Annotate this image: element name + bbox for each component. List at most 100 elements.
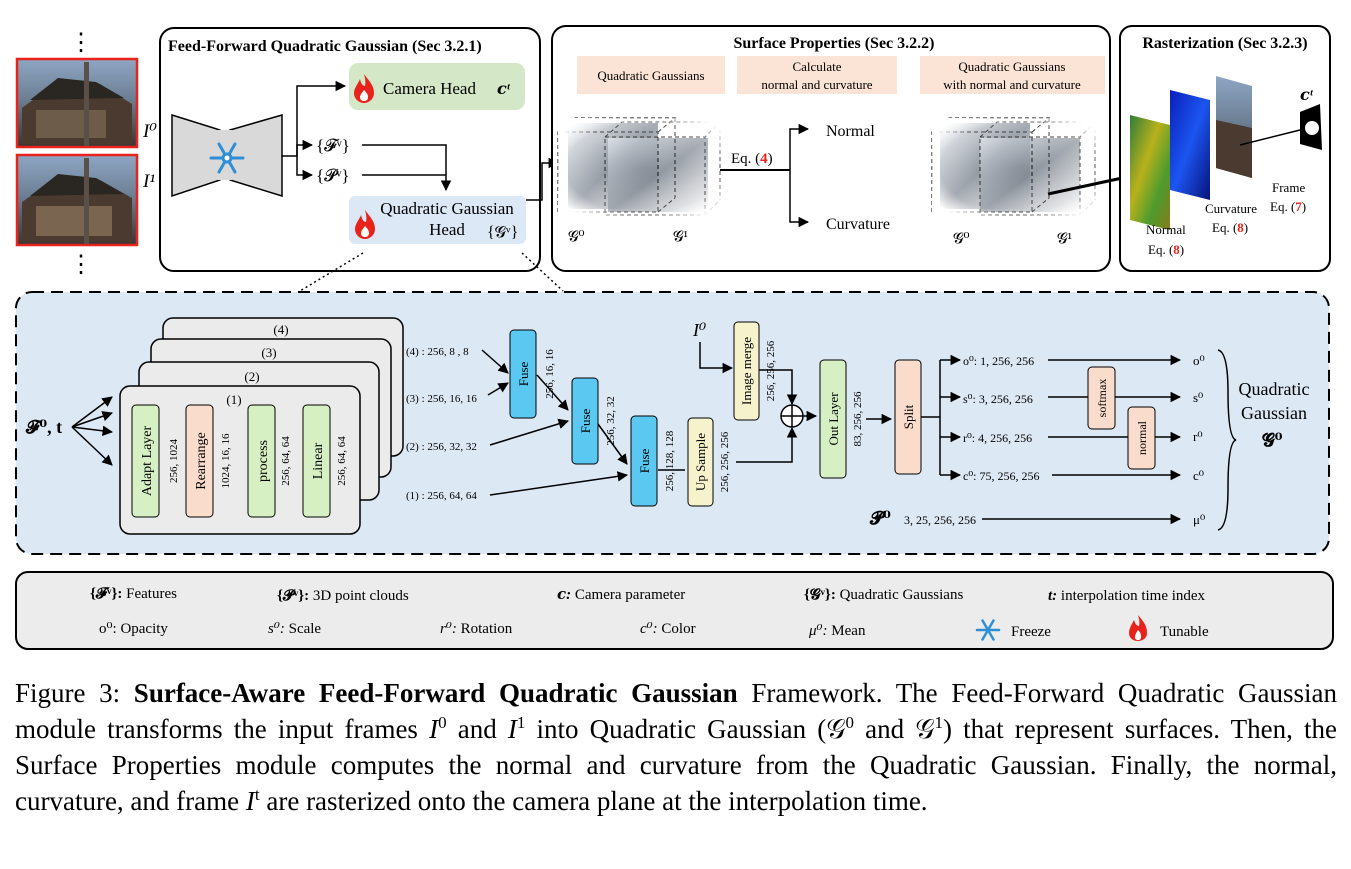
param-o-out: o⁰	[1193, 353, 1205, 368]
surface-box-qg-normal-line2: with normal and curvature	[943, 77, 1081, 92]
legend-tunable: Tunable	[1160, 624, 1209, 640]
out-layer-block	[819, 359, 847, 479]
result-label-2: Gaussian	[1241, 403, 1307, 423]
raster-curvature-eq: Eq. (8)	[1212, 220, 1248, 235]
upsample-label: Up Sample	[693, 433, 708, 491]
split-branches	[921, 354, 1182, 525]
arrow-upsample-to-add	[736, 426, 798, 463]
p0-symbol: 𝓟⁰	[869, 508, 891, 528]
fuse-1-dims: 256, 16, 16	[544, 349, 556, 399]
arrow-head-to-surface	[526, 157, 560, 201]
camera-ray	[1239, 129, 1301, 146]
camera-head-box	[349, 63, 525, 110]
surface-box-qg-normal	[920, 56, 1105, 94]
layer-num-3: (3)	[261, 345, 276, 360]
surface-g1-left: 𝓖¹	[673, 229, 688, 245]
input-i1-label: I¹	[142, 171, 155, 192]
surface-g0-right: 𝓖⁰	[953, 231, 970, 247]
rearrange-block	[185, 404, 214, 518]
p0-dims: 3, 25, 256, 256	[904, 513, 976, 527]
raster-normal-eq: Eq. (8)	[1148, 242, 1184, 257]
arrow-to-points	[296, 156, 314, 181]
legend-features: {𝓕ᵛ}: Features	[90, 586, 177, 602]
linear-dims: 256, 64, 64	[336, 436, 348, 486]
curvature-map-plane	[1170, 90, 1210, 200]
normal-block-label: normal	[1135, 420, 1149, 455]
surface-curvature-label: Curvature	[826, 216, 890, 233]
surface-box-qg	[577, 56, 725, 94]
output-2-label: (2) : 256, 32, 32	[406, 441, 477, 453]
normal-map-plane	[1130, 115, 1170, 230]
param-c-in: c⁰: 75, 256, 256	[963, 469, 1039, 483]
out-layer-label: Out Layer	[826, 392, 841, 446]
output-3-label: (3) : 256, 16, 16	[406, 393, 477, 405]
legend-color: c⁰: Color	[640, 621, 696, 637]
out-layer-dims: 83, 256, 256	[852, 391, 864, 447]
raster-module-title: Rasterization (Sec 3.2.3)	[1142, 35, 1307, 52]
image-merge-block	[733, 321, 760, 421]
process-block	[247, 404, 276, 518]
normal-block	[1127, 406, 1156, 470]
param-s-out: s⁰	[1193, 390, 1203, 405]
surface-g1-right: 𝓖¹	[1057, 231, 1072, 247]
flame-icon	[355, 210, 375, 239]
flame-icon	[354, 74, 374, 103]
image-merge-label: Image merge	[739, 337, 754, 405]
frame-plane-house	[1216, 120, 1252, 178]
arrow-to-curvature	[789, 170, 810, 228]
input-i0-label: I⁰	[142, 121, 157, 142]
param-r-out: r⁰	[1193, 429, 1203, 444]
eq4-label: Eq. (4)	[731, 151, 773, 167]
qg-head-label-2: Head	[429, 220, 465, 239]
surface-g0-left: 𝓖⁰	[568, 229, 585, 245]
fuse-2-label: Fuse	[578, 408, 593, 433]
fuse-3-label: Fuse	[637, 448, 652, 473]
raster-frame-eq: Eq. (7)	[1270, 199, 1306, 214]
gaussian-cubes-right	[931, 117, 1102, 218]
fuse-3-dims: 256, 128, 128	[664, 430, 676, 491]
layer-num-1: (1)	[226, 392, 241, 407]
raster-curvature-label: Curvature	[1205, 201, 1257, 216]
legend-opacity: o⁰: Opacity	[99, 621, 168, 637]
qg-head-symbol: {𝓖ᵛ}	[487, 224, 518, 241]
result-label-1: Quadratic	[1239, 379, 1310, 399]
gaussian-cubes-left	[557, 117, 728, 218]
detail-i0-label: I⁰	[692, 320, 706, 340]
legend-camera: 𝒄: Camera parameter	[557, 587, 685, 603]
param-c-out: c⁰	[1193, 468, 1204, 483]
fuse-2-dims: 256, 32, 32	[605, 396, 617, 446]
raster-camera-symbol: 𝒄ᵗ	[1300, 87, 1314, 104]
output-1-label: (1) : 256, 64, 64	[406, 490, 477, 502]
flame-icon	[1129, 615, 1147, 641]
output-brace	[1217, 349, 1237, 531]
param-o-in: o⁰: 1, 256, 256	[963, 354, 1034, 368]
qg-head-box	[349, 196, 526, 244]
upsample-dims: 256, 256, 256	[719, 431, 731, 492]
camera-head-symbol: 𝒄ᵗ	[497, 81, 511, 98]
legend-rotation: r⁰: Rotation	[440, 621, 513, 637]
surface-box-calc	[737, 56, 897, 94]
camera-icon	[1300, 104, 1322, 150]
ff-module-title: Feed-Forward Quadratic Gaussian (Sec 3.2…	[168, 38, 482, 55]
upsample-block	[687, 417, 714, 507]
fuse-block-3	[630, 415, 658, 507]
param-r-in: r⁰: 4, 256, 256	[963, 431, 1032, 445]
figure-caption: Figure 3: Surface-Aware Feed-Forward Qua…	[15, 678, 1338, 816]
input-fanout-arrows	[71, 396, 114, 466]
qg-head-label-1: Quadratic Gaussian	[380, 199, 514, 218]
split-label: Split	[901, 404, 916, 429]
adapt-layer-dims: 256, 1024	[168, 439, 180, 484]
linear-label: Linear	[311, 442, 326, 479]
process-label: process	[256, 440, 271, 482]
features-symbol: {𝓕ᵛ}	[316, 136, 350, 155]
fuse-block-1	[509, 329, 537, 419]
legend-panel	[15, 571, 1334, 650]
zoom-line-left	[299, 252, 364, 292]
rearrange-dims: 1024, 16, 16	[220, 433, 232, 489]
input-frame-1	[15, 153, 139, 247]
arrow-to-features	[296, 139, 314, 156]
rearrange-label: Rearrange	[194, 432, 209, 490]
legend-freeze: Freeze	[1011, 624, 1051, 640]
fuse-block-2	[571, 377, 599, 465]
